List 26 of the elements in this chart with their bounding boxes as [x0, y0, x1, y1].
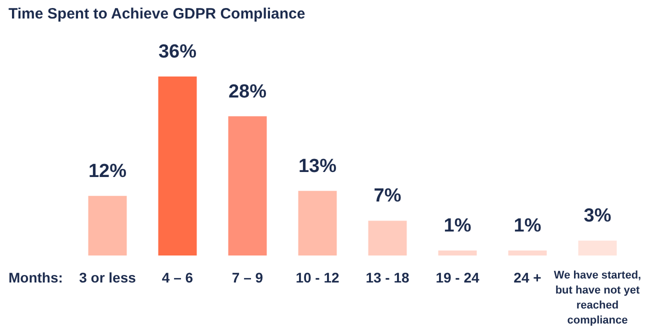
x-tick-label: 3 or less	[79, 270, 136, 286]
data-label: 13%	[298, 156, 337, 177]
x-tick-label: 4 – 6	[162, 270, 194, 286]
bar	[438, 250, 477, 256]
data-label: 36%	[158, 42, 197, 62]
x-tick-label: 19 - 24	[436, 270, 480, 286]
data-label: 3%	[584, 206, 612, 227]
data-label: 7%	[374, 186, 402, 207]
x-tick-label: 13 - 18	[366, 270, 410, 286]
bar	[158, 76, 197, 256]
bar	[578, 240, 617, 256]
data-label: 1%	[514, 216, 542, 237]
x-tick-label: 10 - 12	[296, 270, 340, 286]
data-label: 12%	[88, 160, 127, 182]
x-axis-title: Months:	[8, 270, 63, 286]
x-tick-label: 24 +	[514, 270, 542, 286]
bar	[368, 220, 407, 256]
data-label: 28%	[228, 81, 267, 102]
data-label: 1%	[444, 216, 472, 237]
x-tick-label: 7 – 9	[232, 270, 264, 286]
bar	[508, 250, 547, 256]
chart-title: Time Spent to Achieve GDPR Compliance	[8, 6, 306, 22]
x-tick-label: We have started, but have not yet reached compliance	[554, 270, 642, 326]
bar	[228, 116, 267, 256]
bar	[298, 190, 337, 256]
bar	[88, 196, 127, 256]
